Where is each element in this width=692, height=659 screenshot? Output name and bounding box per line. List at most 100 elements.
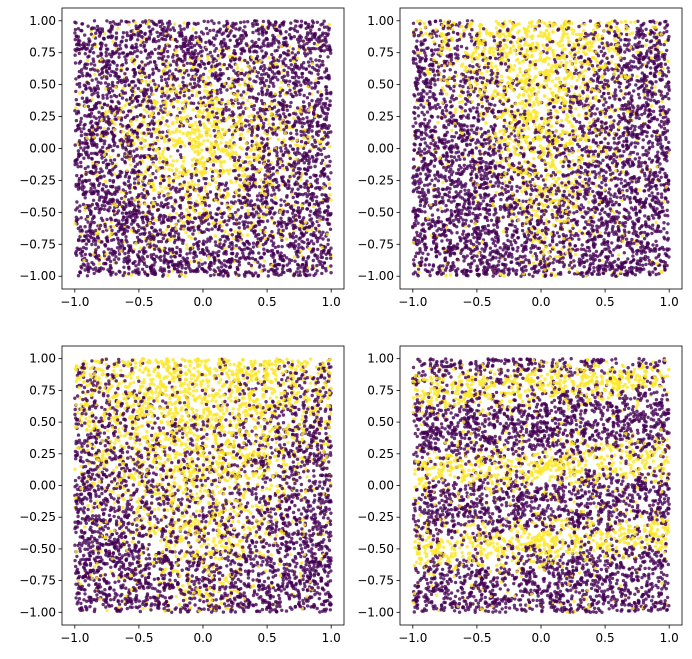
point-class-0 xyxy=(307,241,311,245)
point-class-0 xyxy=(118,270,122,274)
point-class-0 xyxy=(104,166,109,170)
point-class-0 xyxy=(93,242,98,247)
point-class-0 xyxy=(256,111,260,115)
point-class-1 xyxy=(151,201,155,205)
point-class-0 xyxy=(159,201,164,205)
point-class-0 xyxy=(290,258,294,263)
point-class-0 xyxy=(229,228,233,232)
point-class-0 xyxy=(242,223,246,227)
point-class-0 xyxy=(188,61,193,66)
point-class-0 xyxy=(222,116,226,121)
point-class-0 xyxy=(290,51,294,55)
point-class-1 xyxy=(262,162,266,166)
point-class-1 xyxy=(240,68,244,72)
point-class-0 xyxy=(293,259,297,263)
point-class-0 xyxy=(299,19,304,23)
point-class-1 xyxy=(112,112,116,116)
point-class-0 xyxy=(96,95,101,99)
point-class-0 xyxy=(189,172,194,177)
point-class-1 xyxy=(97,262,101,266)
point-class-0 xyxy=(85,214,90,219)
point-class-1 xyxy=(327,144,332,149)
point-class-1 xyxy=(287,153,291,158)
point-class-0 xyxy=(188,251,192,255)
point-class-1 xyxy=(156,190,161,195)
point-class-0 xyxy=(147,75,151,80)
point-class-0 xyxy=(111,179,116,183)
point-class-0 xyxy=(307,126,312,130)
point-class-0 xyxy=(86,72,90,77)
point-class-0 xyxy=(289,100,293,105)
point-class-0 xyxy=(217,21,221,25)
point-class-1 xyxy=(207,254,211,259)
point-class-1 xyxy=(179,72,183,76)
point-class-0 xyxy=(279,146,283,150)
point-class-0 xyxy=(277,222,281,226)
point-class-0 xyxy=(235,177,239,181)
point-class-1 xyxy=(231,135,235,139)
point-class-0 xyxy=(237,194,241,198)
point-class-0 xyxy=(263,226,267,230)
point-class-0 xyxy=(251,30,255,35)
point-class-0 xyxy=(86,262,90,266)
point-class-0 xyxy=(118,202,122,206)
point-class-0 xyxy=(179,227,183,231)
point-class-0 xyxy=(92,63,97,67)
point-class-0 xyxy=(279,254,283,259)
point-class-0 xyxy=(206,96,210,100)
point-class-0 xyxy=(90,125,94,129)
point-class-0 xyxy=(101,229,105,234)
point-class-0 xyxy=(132,181,137,185)
point-class-1 xyxy=(143,202,147,206)
point-class-0 xyxy=(300,71,304,76)
point-class-1 xyxy=(310,62,314,66)
point-class-0 xyxy=(188,82,192,86)
point-class-0 xyxy=(133,84,138,88)
point-class-0 xyxy=(322,174,326,178)
point-class-0 xyxy=(127,139,131,143)
point-class-0 xyxy=(316,72,320,76)
point-class-0 xyxy=(326,91,330,95)
point-class-0 xyxy=(145,56,149,60)
point-class-1 xyxy=(179,218,183,223)
point-class-0 xyxy=(270,267,274,271)
point-class-0 xyxy=(140,60,144,64)
point-class-0 xyxy=(147,107,151,111)
point-class-0 xyxy=(161,110,165,114)
point-class-0 xyxy=(315,263,319,268)
point-class-0 xyxy=(308,175,312,180)
point-class-0 xyxy=(260,49,264,53)
point-class-0 xyxy=(323,130,327,135)
point-class-0 xyxy=(293,165,297,169)
point-class-1 xyxy=(306,85,310,89)
point-class-0 xyxy=(189,77,194,81)
point-class-0 xyxy=(300,263,305,267)
point-class-1 xyxy=(211,67,215,72)
point-class-0 xyxy=(97,210,102,215)
point-class-0 xyxy=(120,96,125,100)
point-class-0 xyxy=(254,271,258,275)
point-class-1 xyxy=(73,222,77,226)
point-class-0 xyxy=(296,206,301,210)
point-class-0 xyxy=(206,20,210,24)
point-class-0 xyxy=(148,165,152,169)
point-class-1 xyxy=(246,208,250,213)
point-class-0 xyxy=(142,87,147,92)
point-class-0 xyxy=(133,186,138,190)
point-class-0 xyxy=(127,265,131,270)
point-class-0 xyxy=(112,258,117,262)
point-class-0 xyxy=(277,71,281,76)
point-class-0 xyxy=(161,37,165,41)
point-class-0 xyxy=(223,239,227,243)
point-class-1 xyxy=(227,84,231,89)
point-class-0 xyxy=(225,223,229,227)
point-class-0 xyxy=(178,34,182,38)
point-class-0 xyxy=(94,102,99,106)
point-class-0 xyxy=(326,242,330,247)
point-class-0 xyxy=(91,132,95,136)
point-class-0 xyxy=(303,156,308,161)
point-class-0 xyxy=(157,247,161,251)
point-class-0 xyxy=(299,133,303,137)
point-class-0 xyxy=(194,31,198,35)
point-class-0 xyxy=(161,273,166,277)
